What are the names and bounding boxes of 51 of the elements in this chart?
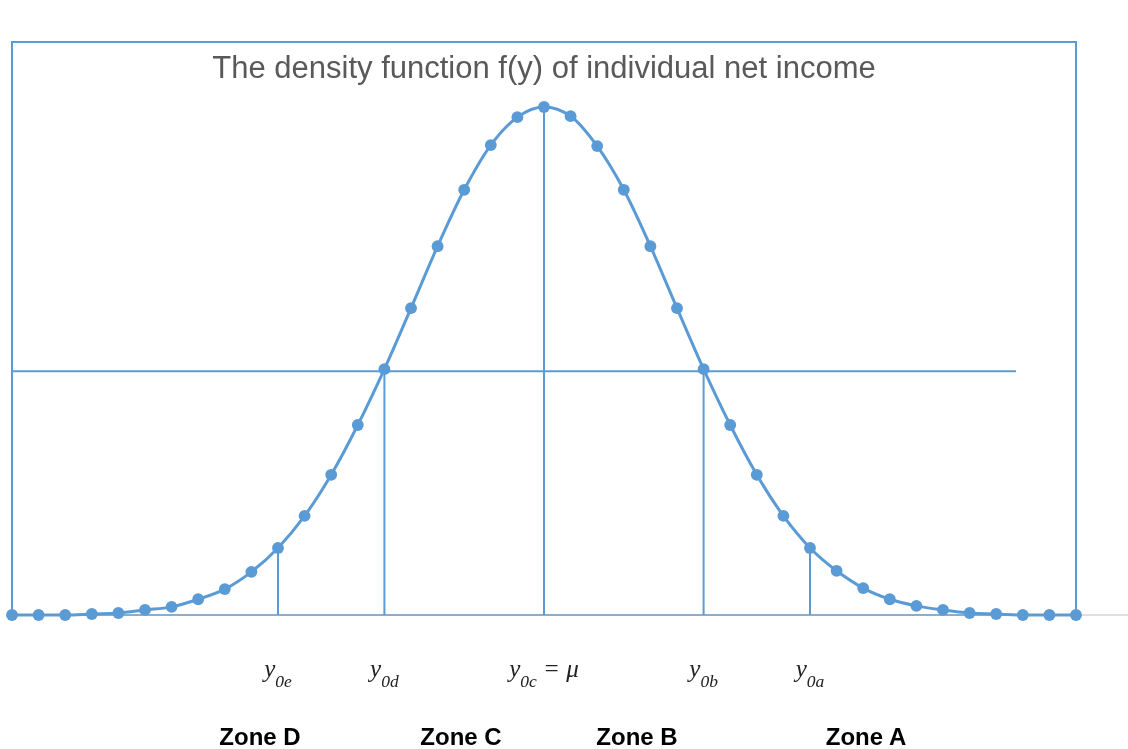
point: [937, 604, 949, 616]
x-tick-label: y$_{0c}$ = μ: [506, 655, 579, 691]
x-tick-label: y$_{0e}$: [261, 655, 293, 691]
point: [139, 604, 151, 616]
point: [245, 565, 258, 578]
point: [804, 542, 816, 554]
point: [351, 419, 364, 431]
x-tick-label: y$_{0a}$: [792, 655, 825, 691]
point: [431, 240, 444, 253]
point: [458, 183, 471, 196]
point: [192, 593, 205, 606]
point: [405, 302, 417, 315]
point: [697, 363, 710, 376]
point: [883, 593, 896, 606]
point: [511, 111, 524, 124]
point: [6, 609, 18, 621]
point: [910, 599, 923, 612]
point: [1016, 609, 1029, 621]
point: [272, 542, 284, 554]
point: [378, 363, 391, 376]
point: [671, 302, 683, 315]
point: [750, 468, 763, 481]
point: [538, 101, 550, 113]
point: [591, 140, 604, 153]
point: [1070, 609, 1082, 621]
point: [777, 510, 790, 522]
point: [990, 608, 1003, 620]
point: [1043, 609, 1056, 621]
point: [298, 510, 311, 522]
point: [218, 583, 231, 595]
point: [112, 607, 125, 619]
point: [617, 183, 630, 196]
text: Zone D: [219, 723, 301, 749]
point: [85, 608, 98, 620]
point: [644, 240, 657, 253]
point: [325, 468, 338, 481]
point: [59, 609, 72, 621]
point: [484, 139, 497, 152]
text: Zone A: [825, 723, 907, 749]
x-tick-label: y$_{0b}$: [686, 655, 719, 691]
point: [564, 110, 577, 123]
point: [830, 564, 843, 577]
point: [724, 419, 737, 431]
point: [963, 607, 976, 619]
point: [32, 609, 45, 621]
chart-title: The density function f(y) of individual net income: [212, 50, 876, 85]
text: Zone C: [420, 723, 502, 749]
point: [857, 582, 870, 594]
x-tick-label: y$_{0d}$: [367, 655, 399, 691]
point: [165, 600, 178, 613]
text: Zone B: [596, 723, 678, 749]
